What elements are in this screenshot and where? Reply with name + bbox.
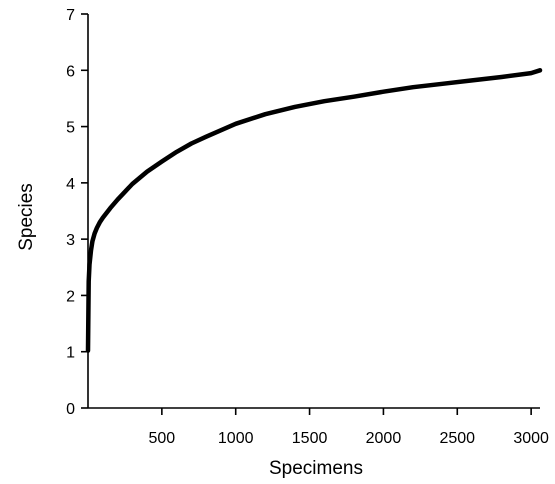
y-tick-label: 1 xyxy=(66,345,75,362)
x-tick-label: 3000 xyxy=(513,430,549,447)
x-tick-label: 2500 xyxy=(439,430,475,447)
x-tick-label: 1000 xyxy=(218,430,254,447)
y-tick-label: 4 xyxy=(66,176,75,193)
y-tick-label: 6 xyxy=(66,63,75,80)
y-tick-label: 5 xyxy=(66,120,75,137)
y-axis-title: Species xyxy=(16,183,37,251)
x-tick-label: 1500 xyxy=(292,430,328,447)
y-axis: 0 1 2 3 4 5 6 7 xyxy=(66,7,89,418)
series-layer xyxy=(85,68,543,353)
y-tick-label: 2 xyxy=(66,288,75,305)
x-tick-label: 2000 xyxy=(366,430,402,447)
x-axis-title: Specimens xyxy=(269,458,363,479)
x-tick-label: 500 xyxy=(149,430,176,447)
y-tick-label: 7 xyxy=(66,7,75,24)
y-tick-label: 3 xyxy=(66,232,75,249)
series-line xyxy=(85,68,543,353)
y-tick-label: 0 xyxy=(66,401,75,418)
x-axis: 500 1000 1500 2000 2500 3000 xyxy=(88,407,549,447)
